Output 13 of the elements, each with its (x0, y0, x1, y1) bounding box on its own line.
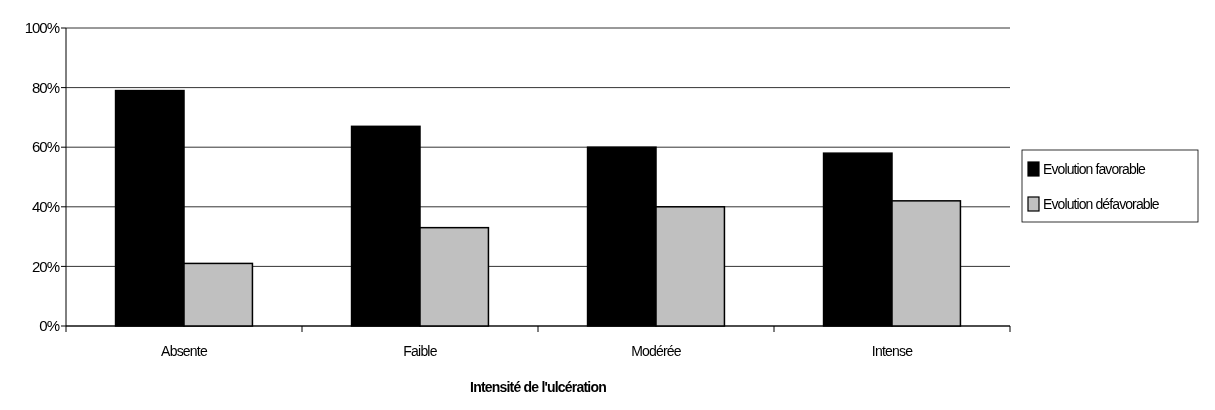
y-tick-label: 0% (39, 317, 60, 335)
x-tick-label: Modérée (631, 343, 682, 359)
x-axis-title: Intensité de l'ulcération (470, 379, 607, 395)
y-tick-label: 80% (31, 78, 60, 96)
y-tick-label: 20% (31, 257, 60, 275)
legend-label: Evolution défavorable (1043, 195, 1160, 212)
y-tick-label: 60% (31, 138, 60, 156)
y-tick-label: 100% (24, 19, 60, 37)
x-tick-label: Intense (871, 343, 914, 359)
x-tick-label: Absente (161, 343, 208, 359)
legend-label: Evolution favorable (1043, 160, 1147, 177)
x-tick-label: Faible (403, 343, 438, 359)
y-tick-label: 40% (31, 198, 60, 216)
